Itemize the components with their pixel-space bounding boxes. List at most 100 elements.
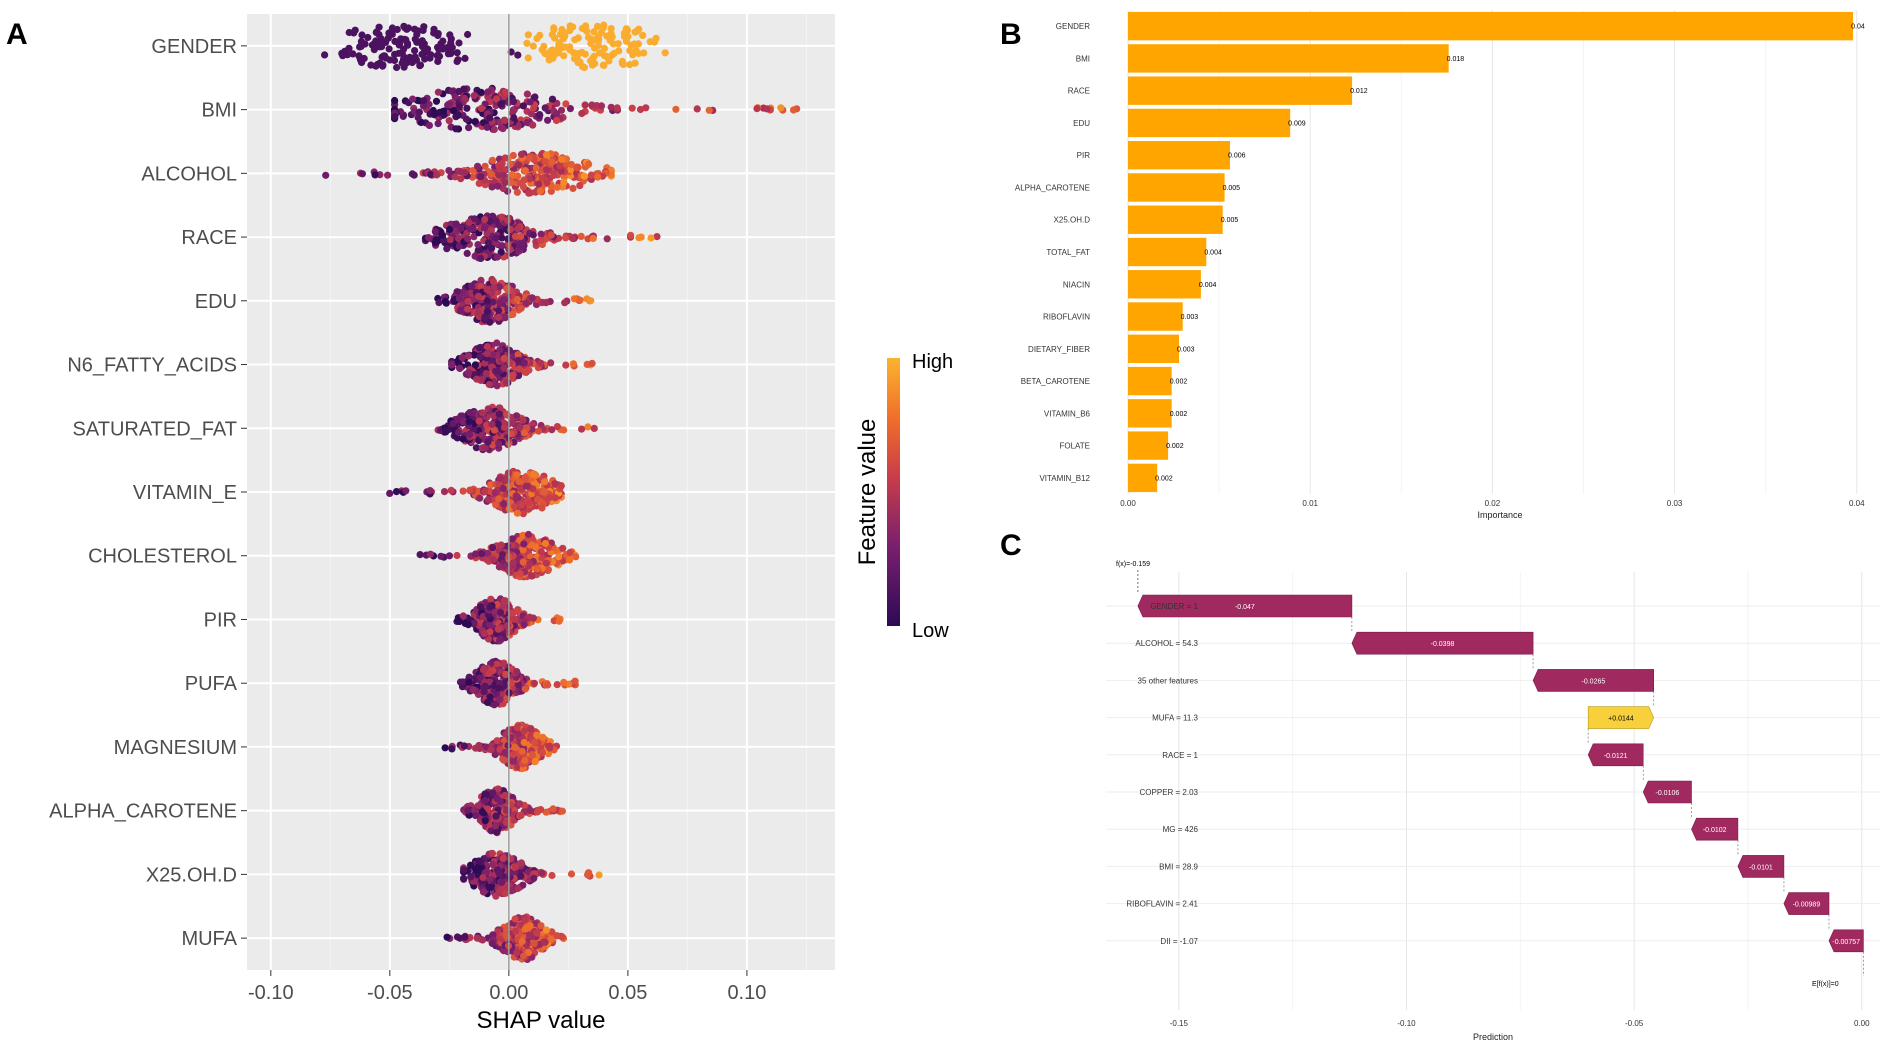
shap-point — [548, 871, 556, 880]
bar-value-label: 0.004 — [1204, 250, 1222, 257]
bar-value-label: 0.003 — [1177, 346, 1195, 353]
x-tick-labels: -0.15 -0.10 -0.05 0.00 — [1170, 1019, 1870, 1028]
shap-point — [375, 23, 383, 31]
shap-point — [705, 106, 713, 114]
shap-point — [461, 54, 469, 63]
shap-point — [517, 150, 526, 158]
shap-point — [513, 668, 521, 676]
shap-point — [526, 154, 534, 162]
shap-point — [501, 791, 509, 800]
shap-point — [492, 812, 500, 820]
shap-point — [626, 61, 634, 69]
shap-point — [600, 44, 609, 53]
shap-point — [558, 807, 567, 815]
shap-point — [490, 701, 498, 709]
shap-point — [530, 739, 539, 747]
shap-point — [542, 559, 551, 567]
shap-point — [492, 501, 500, 509]
shap-point — [562, 234, 570, 242]
shap-point — [496, 474, 504, 482]
shap-point — [548, 426, 556, 434]
shap-point — [581, 101, 589, 109]
importance-bar — [1128, 334, 1179, 364]
shap-point — [474, 308, 482, 317]
shap-point — [500, 423, 508, 432]
shap-point — [481, 487, 489, 496]
shap-point — [516, 570, 524, 578]
shap-point — [493, 95, 501, 103]
shap-point — [497, 608, 505, 617]
shap-point — [508, 609, 517, 617]
shap-point — [411, 47, 419, 55]
shap-point — [530, 940, 538, 948]
shap-point — [470, 233, 478, 241]
shap-point — [529, 231, 537, 239]
shap-point — [533, 808, 542, 816]
shap-point — [613, 104, 621, 112]
shap-point — [350, 29, 358, 37]
shap-point — [523, 90, 532, 98]
shap-point — [753, 105, 761, 113]
shap-point — [494, 684, 503, 692]
shap-point — [494, 785, 502, 793]
shap-point — [537, 230, 545, 238]
importance-bar — [1128, 11, 1854, 41]
shap-point — [518, 747, 526, 755]
shap-point — [488, 183, 496, 191]
shap-point — [486, 628, 494, 636]
shap-point — [501, 179, 509, 187]
shap-point — [546, 744, 554, 752]
shap-point — [464, 621, 472, 629]
shap-point — [543, 179, 551, 187]
shap-point — [553, 681, 561, 689]
shap-point — [629, 51, 637, 59]
feature-value-legend: High Low Feature value — [854, 351, 953, 642]
shap-point — [414, 113, 422, 122]
feature-label: MUFA — [181, 928, 237, 950]
shap-point — [477, 104, 485, 112]
shap-point — [516, 423, 524, 431]
shap-point — [449, 419, 457, 428]
shap-point — [479, 666, 488, 674]
importance-bar — [1128, 205, 1223, 234]
shap-point — [447, 35, 455, 43]
shap-point — [443, 245, 451, 253]
shap-point — [514, 681, 522, 689]
shap-point — [426, 54, 434, 62]
feature-label: BMI = 28.9 — [1159, 862, 1198, 871]
shap-point — [538, 869, 546, 877]
shap-point — [477, 173, 485, 181]
shap-point — [503, 621, 512, 630]
x-axis-title: Prediction — [1473, 1032, 1513, 1042]
importance-bar — [1128, 463, 1158, 493]
shap-point — [341, 47, 349, 55]
bar-value-label: 0.012 — [1350, 88, 1368, 95]
shap-point — [585, 160, 593, 168]
shap-point — [490, 125, 498, 134]
shap-point — [483, 297, 491, 305]
shap-point — [378, 53, 386, 61]
shap-point — [561, 299, 569, 307]
feature-label: BMI — [201, 100, 237, 122]
shap-point — [419, 102, 428, 110]
shap-point — [547, 935, 555, 944]
shap-point — [427, 170, 435, 179]
shap-point — [521, 685, 529, 693]
shap-point — [529, 42, 537, 50]
legend-title: Feature value — [854, 419, 881, 566]
shap-point — [573, 164, 581, 172]
shap-point — [479, 888, 488, 896]
shap-point — [587, 297, 595, 305]
contribution-value-label: -0.047 — [1235, 604, 1255, 611]
shap-point — [434, 31, 442, 40]
shap-point — [488, 849, 497, 858]
shap-point — [465, 218, 473, 226]
shap-point — [501, 117, 509, 125]
shap-point — [461, 933, 469, 941]
shap-point — [399, 55, 408, 63]
gridlines — [1106, 572, 1880, 1010]
shap-point — [490, 284, 498, 292]
shap-point — [542, 808, 550, 816]
contribution-value-label: -0.0106 — [1656, 790, 1680, 797]
swarm-bmi — [391, 84, 801, 134]
